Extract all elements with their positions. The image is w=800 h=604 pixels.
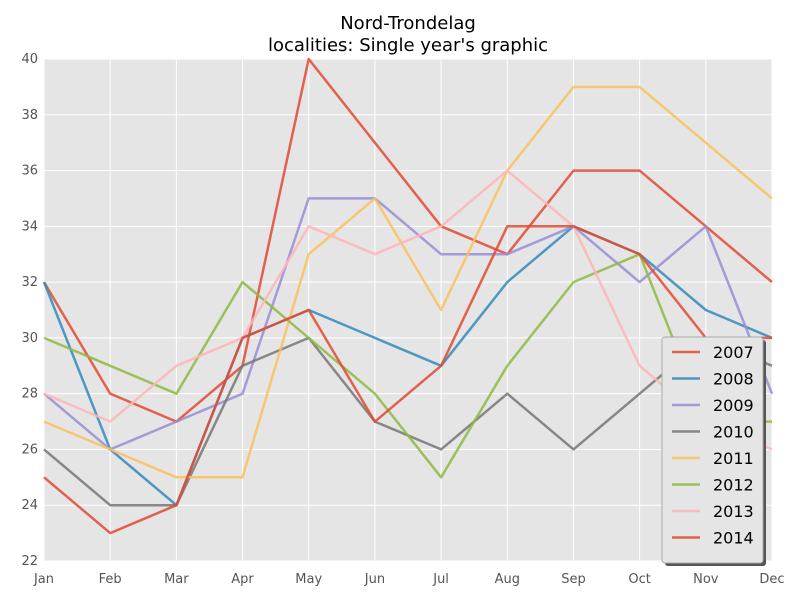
series-line-2007 xyxy=(42,57,773,423)
legend-label-2010: 2010 xyxy=(713,423,754,442)
series-line-2008 xyxy=(42,225,773,507)
legend-label-2007: 2007 xyxy=(713,343,754,362)
x-tick-label: Mar xyxy=(164,572,189,587)
legend-label-2008: 2008 xyxy=(713,370,754,389)
series-line-2013 xyxy=(43,169,773,451)
legend: 2007 2008 2009 2010 2011 2012 2013 2014 xyxy=(661,336,766,566)
legend-label-2009: 2009 xyxy=(713,396,754,415)
series-line-2009 xyxy=(43,197,774,451)
y-tick-label: 22 xyxy=(21,554,38,569)
series-line-2014 xyxy=(43,225,772,535)
y-tick-label: 36 xyxy=(21,164,38,179)
x-tick-label: Nov xyxy=(693,572,719,587)
x-tick-label: Sep xyxy=(561,572,586,587)
series-lines xyxy=(42,57,774,535)
legend-label-2012: 2012 xyxy=(713,476,754,495)
legend-label-2011: 2011 xyxy=(713,449,754,468)
y-tick-label: 28 xyxy=(21,387,38,402)
x-tick-label: Apr xyxy=(231,572,254,587)
x-tick-label: Jun xyxy=(364,572,385,587)
y-tick-label: 24 xyxy=(21,498,38,513)
y-tick-label: 40 xyxy=(21,52,38,67)
x-tick-label: May xyxy=(295,572,322,587)
y-tick-label: 32 xyxy=(21,275,38,290)
y-tick-label: 38 xyxy=(21,108,38,123)
x-tick-label: Jan xyxy=(33,572,54,587)
chart-subtitle: localities: Single year's graphic xyxy=(268,35,548,56)
x-tick-label: Aug xyxy=(495,572,520,587)
tick-labels: 22 24 26 28 30 32 34 36 38 40 Jan Feb Mar Apr May Jun Ju… xyxy=(21,52,784,587)
series-line-2011 xyxy=(43,85,773,479)
chart-title: Nord-Trondelag xyxy=(340,13,476,34)
series-line-2012 xyxy=(43,252,772,479)
y-tick-label: 34 xyxy=(21,219,38,234)
legend-box xyxy=(661,336,764,564)
x-tick-label: Dec xyxy=(759,572,784,587)
legend-label-2013: 2013 xyxy=(713,502,754,521)
legend-label-2014: 2014 xyxy=(713,529,754,548)
plot-area xyxy=(44,59,772,561)
x-tick-label: Feb xyxy=(99,572,122,587)
x-tick-label: Oct xyxy=(628,572,650,587)
y-tick-label: 26 xyxy=(21,442,38,457)
y-tick-label: 30 xyxy=(21,331,38,346)
x-tick-label: Jul xyxy=(432,572,449,587)
